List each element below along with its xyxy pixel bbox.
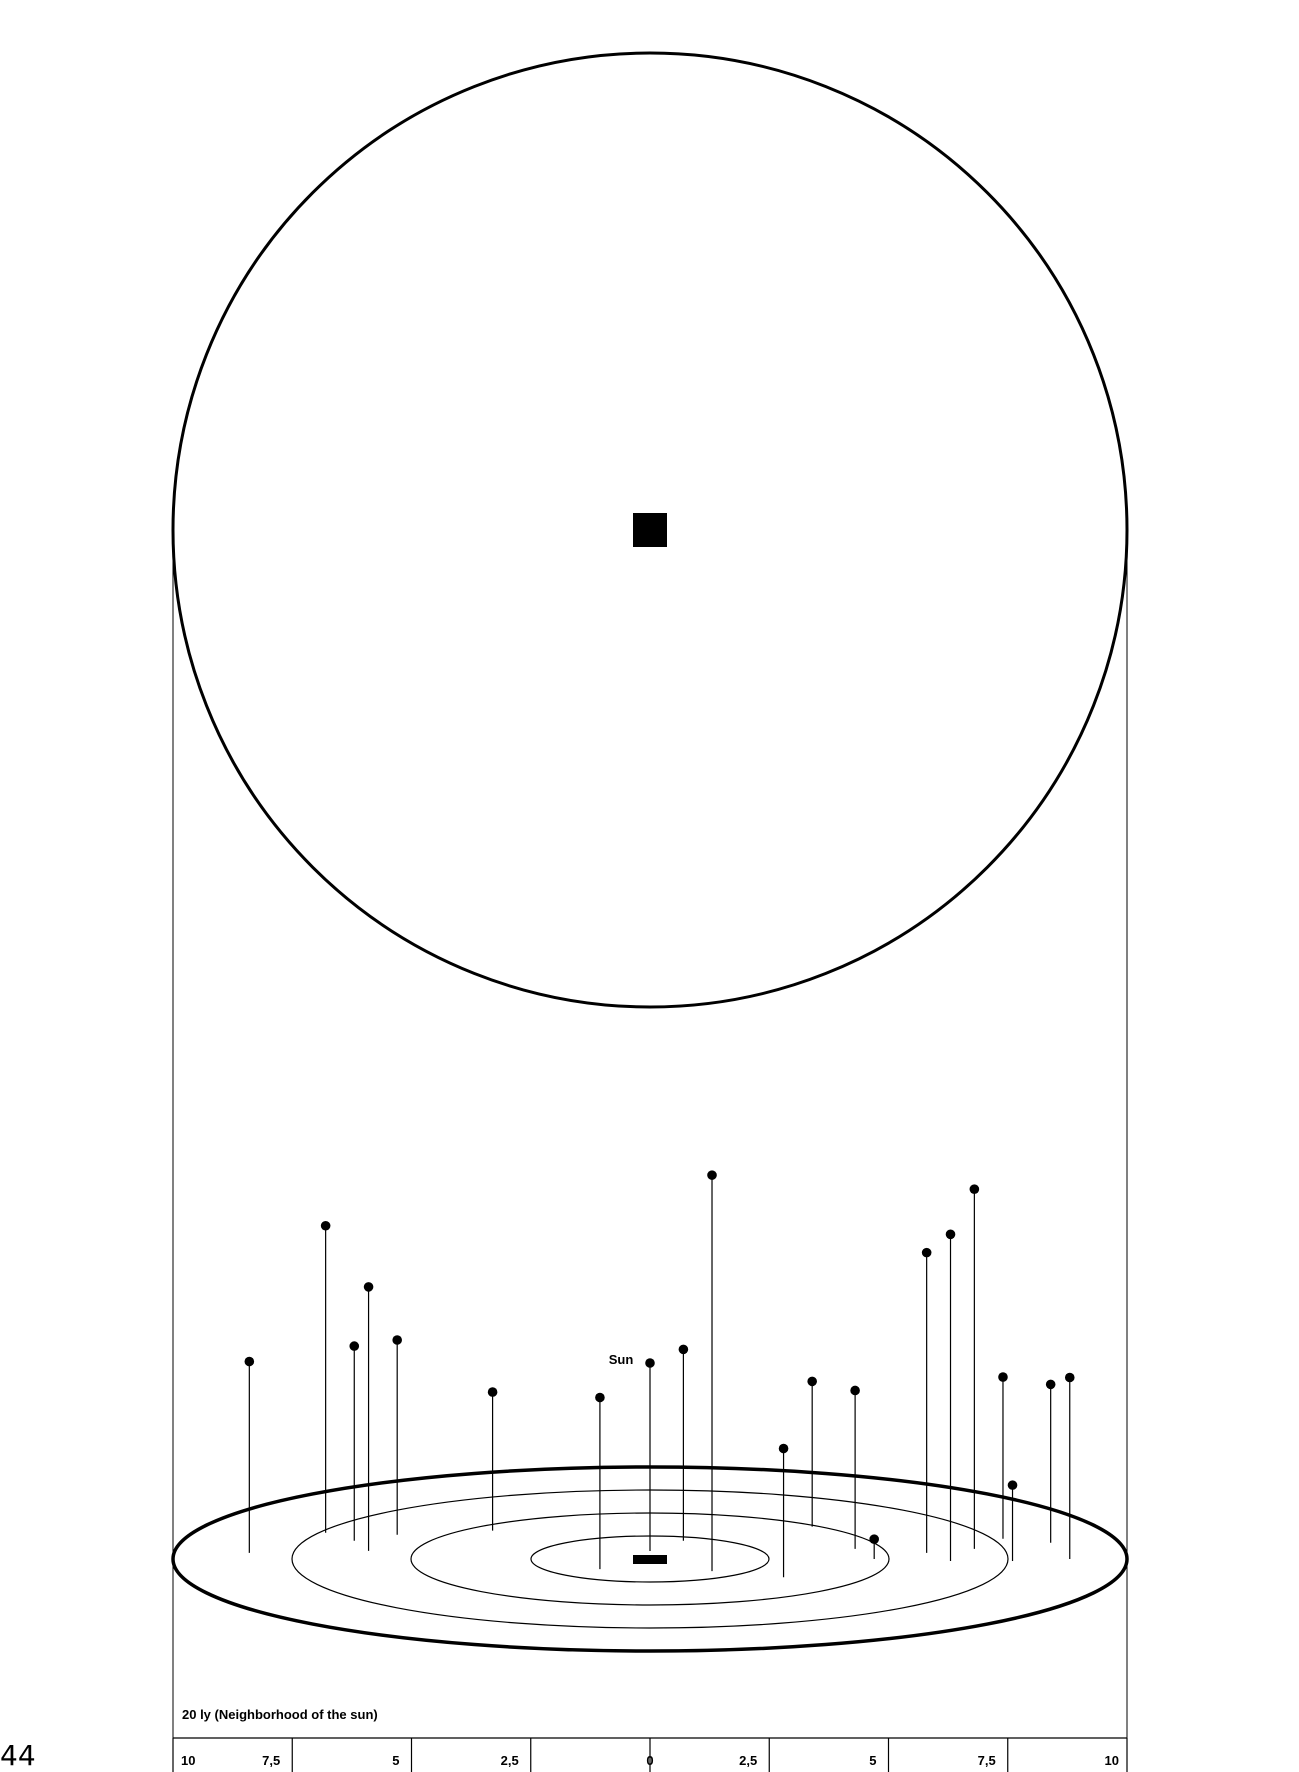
star-dot <box>807 1376 817 1387</box>
page-number: 44 <box>0 1739 36 1772</box>
sun-dot <box>645 1358 655 1368</box>
star-dot <box>392 1335 402 1345</box>
star-dot <box>320 1220 331 1231</box>
sun-marker-top <box>633 513 667 547</box>
star-dot <box>945 1229 956 1240</box>
scale-label: 10 <box>1105 1753 1119 1768</box>
star-group <box>244 1170 1075 1578</box>
star-dot <box>1045 1379 1056 1390</box>
star-dot <box>921 1247 932 1258</box>
star-dot <box>707 1170 717 1180</box>
star-dot <box>778 1443 789 1454</box>
scale-label: 2,5 <box>739 1753 757 1768</box>
scale-label: 7,5 <box>978 1753 996 1768</box>
sun-label: Sun <box>609 1352 634 1367</box>
star-dot <box>244 1356 255 1367</box>
star-dot <box>850 1385 860 1396</box>
star-dot <box>869 1534 879 1544</box>
star-dot <box>1007 1480 1018 1490</box>
star-dot <box>1064 1372 1075 1383</box>
sun-marker-disk <box>633 1555 667 1564</box>
scale-label: 7,5 <box>262 1753 280 1768</box>
diagram-title: 20 ly (Neighborhood of the sun) <box>182 1707 378 1722</box>
scale-ticks: 10 7,5 5 2,5 0 2,5 5 7,5 10 <box>172 1738 1128 1772</box>
star-dot <box>363 1282 374 1292</box>
scale-label: 5 <box>869 1753 876 1768</box>
scale-label: 2,5 <box>501 1753 519 1768</box>
scale-label: 10 <box>181 1753 195 1768</box>
star-dot <box>487 1387 498 1397</box>
scale-label: 0 <box>646 1753 653 1768</box>
star-dot <box>998 1372 1008 1382</box>
star-dot <box>595 1392 605 1403</box>
scale-label: 5 <box>392 1753 399 1768</box>
star-dot <box>349 1341 360 1351</box>
star-dot <box>969 1184 980 1194</box>
star-dot <box>678 1344 689 1355</box>
